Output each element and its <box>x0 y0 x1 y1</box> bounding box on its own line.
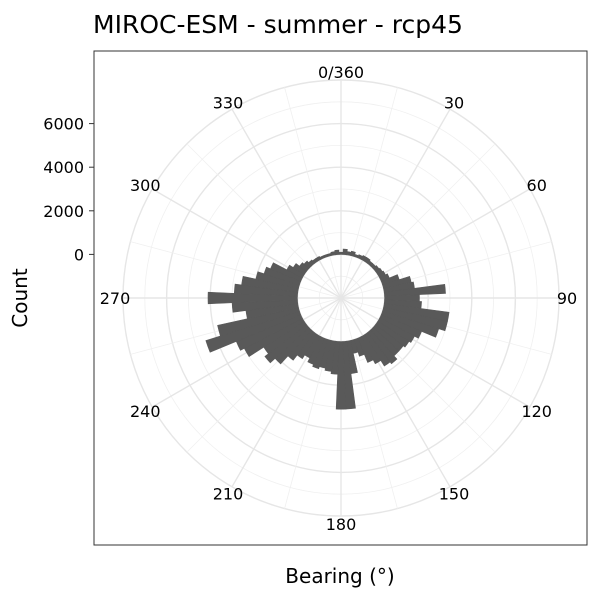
minor-grid-spoke <box>340 241 552 299</box>
bearing-tick-label: 180 <box>326 515 357 534</box>
bar-bearing-315 <box>303 260 312 269</box>
plot-border <box>93 50 588 546</box>
bar-bearing-300 <box>286 264 305 279</box>
bar-bearing-290 <box>263 266 302 286</box>
bar-bearing-15 <box>350 250 356 257</box>
minor-grid-spoke <box>284 297 342 509</box>
bar-bearing-0 <box>338 251 344 255</box>
bearing-tick-label: 150 <box>439 485 470 504</box>
bar-bearing-5 <box>342 248 348 256</box>
bearing-tick-label: 210 <box>213 485 244 504</box>
count-tick-label: 4000 <box>43 158 84 177</box>
minor-grid-spoke <box>186 143 342 299</box>
bar-bearing-320 <box>308 259 315 267</box>
major-grid-spoke <box>340 297 531 408</box>
bar-bearing-275 <box>233 283 299 297</box>
major-grid-spoke <box>231 108 342 299</box>
bar-bearing-280 <box>241 275 299 293</box>
minor-grid-spoke <box>284 87 342 299</box>
bar-bearing-295 <box>270 262 303 282</box>
count-axis: 0 2000 4000 6000 <box>43 115 94 264</box>
bar-bearing-160 <box>353 337 365 357</box>
bar-bearing-35 <box>364 257 371 264</box>
count-tick-label: 0 <box>74 245 84 264</box>
bar-bearing-355 <box>334 249 340 256</box>
bar-bearing-310 <box>299 262 310 272</box>
chart-title: MIROC-ESM - summer - rcp45 <box>93 10 463 39</box>
bar-bearing-115 <box>379 314 422 339</box>
major-grid-spoke <box>340 108 451 299</box>
major-grid-spoke <box>340 297 451 488</box>
count-tick-label: 6000 <box>43 115 84 134</box>
minor-grid-spoke <box>340 143 496 299</box>
minor-grid-spoke <box>340 297 398 509</box>
bar-bearing-205 <box>307 336 325 365</box>
bar-bearing-250 <box>205 310 302 353</box>
bearing-tick-label: 30 <box>444 93 464 112</box>
bearing-tick-label: 300 <box>130 176 161 195</box>
bar-bearing-185 <box>330 340 340 375</box>
bearing-tick-label: 270 <box>100 289 131 308</box>
major-grid-spoke <box>340 188 531 299</box>
count-tick-label: 2000 <box>43 202 84 221</box>
bearing-tick-label: 0/360 <box>318 63 364 82</box>
bar-bearing-150 <box>360 334 382 365</box>
bar-bearing-190 <box>324 340 336 372</box>
bar-bearing-330 <box>315 256 322 262</box>
bar-bearing-125 <box>375 321 410 348</box>
bearing-tick-label: 330 <box>213 93 244 112</box>
bar-bearing-200 <box>312 337 329 370</box>
y-axis-title: Count <box>8 268 32 328</box>
bar-bearing-285 <box>255 271 300 289</box>
bearing-tick-label: 240 <box>130 402 161 421</box>
bearing-tick-label: 90 <box>557 289 577 308</box>
bar-bearing-255 <box>217 307 300 337</box>
bars-group <box>205 248 450 410</box>
bearing-tick-labels: 0/360 30 60 90 120 150 180 210 240 270 300 330 <box>100 63 577 534</box>
bar-bearing-140 <box>367 329 398 365</box>
bar-bearing-120 <box>377 317 415 343</box>
bearing-tick-label: 120 <box>521 402 552 421</box>
minor-grid-spoke <box>130 241 342 299</box>
bearing-tick-label: 60 <box>527 176 547 195</box>
minor-grid-spoke <box>340 297 496 453</box>
major-grid-spoke <box>151 188 342 299</box>
x-axis-title: Bearing (°) <box>285 564 394 588</box>
minor-grid-spoke <box>186 297 342 453</box>
bar-bearing-155 <box>357 336 374 363</box>
polar-grid <box>122 79 560 517</box>
bar-bearing-105 <box>382 307 448 332</box>
bar-bearing-145 <box>364 332 391 367</box>
bar-bearing-110 <box>380 310 440 338</box>
bar-bearing-230 <box>264 324 310 364</box>
bar-bearing-270 <box>207 291 298 305</box>
bar-bearing-305 <box>292 263 307 275</box>
bar-bearing-350 <box>330 251 336 256</box>
major-grid-spoke <box>231 297 342 488</box>
minor-grid-spoke <box>340 87 398 299</box>
bar-bearing-85 <box>383 284 446 297</box>
